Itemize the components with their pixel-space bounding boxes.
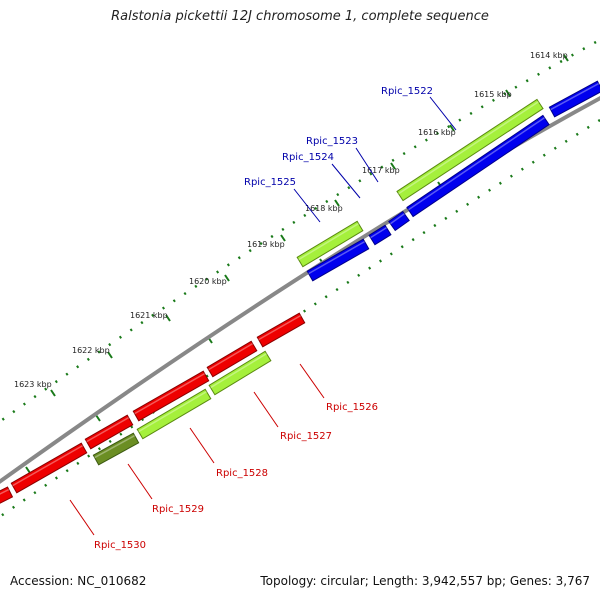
major-tick: [224, 274, 230, 282]
gene-label[interactable]: Rpic_1526: [326, 402, 378, 413]
major-tick: [165, 314, 171, 322]
gene-rpic-1523-cds: [406, 114, 550, 218]
gene-label[interactable]: Rpic_1528: [216, 468, 268, 479]
gene-label[interactable]: Rpic_1525: [244, 177, 296, 188]
gene-label[interactable]: Rpic_1523: [306, 136, 358, 147]
major-tick: [505, 89, 511, 97]
gene-rpic-1525a-cds: [368, 224, 392, 246]
map-title: Ralstonia pickettii 12J chromosome 1, co…: [111, 9, 489, 24]
feature-green-1522: [396, 98, 544, 202]
gene-rpic-1528-cds: [132, 370, 210, 422]
feature-green-1528-shine: [138, 390, 207, 433]
gene-label[interactable]: Rpic_1530: [94, 540, 146, 551]
kbp-label: 1617 kbp: [362, 166, 400, 175]
major-tick: [50, 389, 56, 397]
gene-rpic-1526-cds-shine: [258, 314, 302, 341]
gene-rpic-1523-cds-shine: [408, 117, 545, 211]
kbp-label: 1619 kbp: [247, 240, 285, 249]
gene-rpic-1528-cds-shine: [134, 372, 206, 415]
leader-line: [69, 499, 95, 536]
feature-green-1522-shine: [398, 101, 539, 195]
kbp-label: 1615 kbp: [474, 90, 512, 99]
gene-labels: Rpic_1522 Rpic_1523 Rpic_1524 Rpic_1525 Rpic…: [69, 86, 457, 551]
gene-rpic-1531-cds-shine: [0, 488, 10, 495]
gene-rpic-1522-cds: [548, 80, 600, 118]
leader-line: [429, 96, 457, 131]
kbp-label: 1618 kbp: [305, 204, 343, 213]
gene-label[interactable]: Rpic_1522: [381, 86, 433, 97]
leader-line: [253, 391, 279, 428]
gene-rpic-1524-cds-shine: [389, 213, 405, 225]
major-tick: [449, 124, 455, 132]
gene-rpic-1530-cds: [10, 442, 88, 494]
gene-label[interactable]: Rpic_1527: [280, 431, 332, 442]
major-tick: [563, 54, 569, 62]
gene-rpic-1527-cds-shine: [208, 342, 253, 371]
gene-label[interactable]: Rpic_1524: [282, 152, 334, 163]
kbp-label: 1616 kbp: [418, 128, 456, 137]
feature-dark-1529: [92, 432, 140, 466]
gene-rpic-1524-cds: [388, 210, 410, 232]
gene-label[interactable]: Rpic_1529: [152, 504, 204, 515]
leader-line: [189, 427, 215, 464]
kbp-label: 1623 kbp: [14, 380, 52, 389]
outer-tick-track: 1614 kbp 1615 kbp 1616 kbp 1617 kbp 1618 kbp…: [0, 40, 597, 423]
leader-line: [299, 363, 325, 399]
outer-tick-dots: [0, 40, 597, 423]
kbp-label: 1622 kbp: [72, 346, 110, 355]
feature-green-1525: [296, 220, 364, 268]
gene-rpic-1522-cds-shine: [550, 82, 600, 111]
kbp-label: 1621 kbp: [130, 311, 168, 320]
kbp-label: 1620 kbp: [189, 277, 227, 286]
feature-green-1527-shine: [210, 353, 267, 389]
leader-line: [355, 147, 379, 183]
gene-rpic-1529-cds-shine: [86, 416, 130, 443]
leader-line: [331, 163, 361, 199]
gene-rpic-1525a-cds-shine: [370, 227, 387, 239]
gene-rpic-1526-cds: [256, 312, 306, 348]
feature-track: [0, 80, 600, 504]
inner-major-tick: [25, 466, 31, 474]
topology-info: Topology: circular; Length: 3,942,557 bp…: [260, 574, 590, 588]
gene-rpic-1525-cds: [306, 238, 370, 282]
feature-dark-1529-shine: [94, 434, 136, 459]
leader-line: [127, 463, 153, 500]
major-tick: [334, 199, 340, 207]
gene-rpic-1525-cds-shine: [308, 240, 366, 275]
feature-green-1525-shine: [298, 222, 359, 261]
accession-text: Accession: NC_010682: [10, 574, 147, 588]
inner-major-tick: [95, 414, 101, 422]
feature-green-1527: [208, 350, 272, 396]
gene-rpic-1530-cds-shine: [12, 444, 84, 487]
gene-rpic-1529-cds: [84, 414, 134, 450]
gene-rpic-1531-cds: [0, 486, 14, 504]
feature-green-1528: [136, 388, 212, 440]
leader-line: [293, 188, 321, 223]
gene-rpic-1527-cds: [206, 340, 258, 378]
major-tick: [107, 351, 113, 359]
kbp-label: 1614 kbp: [530, 51, 568, 60]
major-tick: [280, 234, 286, 242]
major-tick: [390, 162, 396, 170]
